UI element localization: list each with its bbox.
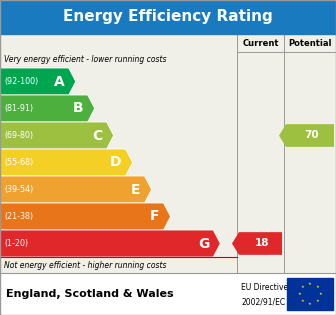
- Text: D: D: [110, 156, 122, 169]
- Text: ★: ★: [308, 302, 312, 306]
- Text: (1-20): (1-20): [4, 239, 28, 248]
- Bar: [237, 34, 336, 52]
- Polygon shape: [0, 95, 95, 122]
- Text: EU Directive: EU Directive: [241, 283, 288, 292]
- Text: Potential: Potential: [288, 38, 332, 48]
- Bar: [0, 0, 336, 34]
- Text: Current: Current: [242, 38, 279, 48]
- Polygon shape: [0, 203, 171, 230]
- Polygon shape: [0, 68, 76, 95]
- Text: ★: ★: [308, 282, 312, 286]
- Polygon shape: [232, 232, 282, 255]
- Text: F: F: [150, 209, 160, 224]
- Polygon shape: [279, 124, 334, 147]
- Polygon shape: [0, 149, 133, 176]
- Text: Not energy efficient - higher running costs: Not energy efficient - higher running co…: [4, 261, 167, 270]
- Text: (39-54): (39-54): [4, 185, 33, 194]
- Text: ★: ★: [298, 292, 302, 296]
- Text: A: A: [54, 75, 65, 89]
- Text: C: C: [92, 129, 103, 142]
- Text: G: G: [198, 237, 209, 250]
- Text: E: E: [131, 182, 140, 197]
- Bar: [0, 273, 336, 315]
- Polygon shape: [0, 122, 114, 149]
- Text: ★: ★: [301, 285, 305, 289]
- Text: (92-100): (92-100): [4, 77, 38, 86]
- Text: 70: 70: [305, 130, 319, 140]
- Text: 2002/91/EC: 2002/91/EC: [241, 297, 285, 306]
- Polygon shape: [0, 230, 220, 257]
- Text: Energy Efficiency Rating: Energy Efficiency Rating: [63, 9, 273, 25]
- Text: ★: ★: [301, 299, 305, 303]
- Text: Very energy efficient - lower running costs: Very energy efficient - lower running co…: [4, 55, 167, 65]
- Text: (55-68): (55-68): [4, 158, 33, 167]
- Text: England, Scotland & Wales: England, Scotland & Wales: [6, 289, 174, 299]
- Text: (69-80): (69-80): [4, 131, 33, 140]
- Text: (81-91): (81-91): [4, 104, 33, 113]
- Bar: [287, 278, 333, 310]
- Text: (21-38): (21-38): [4, 212, 33, 221]
- Text: ★: ★: [316, 285, 319, 289]
- Text: B: B: [73, 101, 84, 116]
- Polygon shape: [0, 176, 152, 203]
- Text: ★: ★: [316, 299, 319, 303]
- Text: ★: ★: [319, 292, 322, 296]
- Text: 18: 18: [255, 238, 270, 249]
- Bar: [0, 34, 336, 273]
